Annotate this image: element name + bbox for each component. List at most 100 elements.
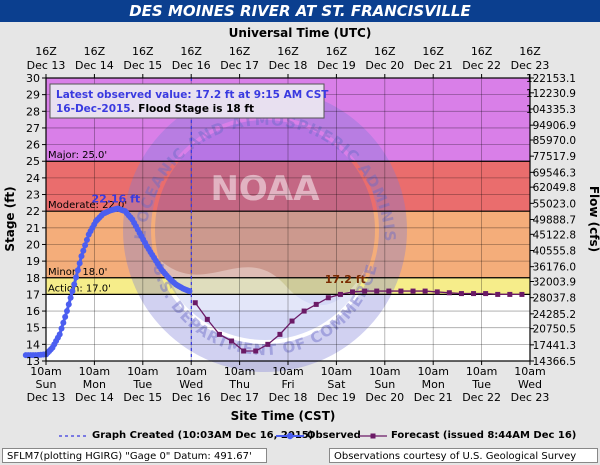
utc-time-label: 16Z bbox=[84, 45, 106, 58]
chart-legend: Graph Created (10:03AM Dec 16, 2015) Obs… bbox=[0, 427, 600, 445]
stage-tick-label: 24 bbox=[26, 172, 40, 185]
flow-tick-label: 40555.8 bbox=[533, 245, 576, 257]
forecast-point bbox=[229, 338, 235, 344]
utc-date-label: Dec 13 bbox=[27, 59, 66, 72]
flood-band-moderate bbox=[46, 211, 530, 278]
stage-tick-label: 16 bbox=[26, 305, 40, 318]
stage-tick-label: 26 bbox=[26, 139, 40, 152]
observed-point bbox=[73, 274, 80, 281]
flow-tick-label: 32003.9 bbox=[533, 276, 576, 288]
stage-tick-label: 19 bbox=[26, 255, 40, 268]
forecast-point bbox=[386, 288, 392, 294]
utc-time-label: 16Z bbox=[35, 45, 57, 58]
day-tick-label: Wed bbox=[518, 378, 542, 391]
date-tick-label: Dec 16 bbox=[172, 391, 211, 404]
day-tick-label: Tue bbox=[132, 378, 152, 391]
utc-date-label: Dec 15 bbox=[123, 59, 162, 72]
threshold-label-moderate: Moderate: 22.0' bbox=[48, 200, 127, 211]
flow-tick-label: 28037.8 bbox=[533, 293, 576, 305]
forecast-point bbox=[434, 289, 440, 295]
forecast-peak-label: 17.2 ft bbox=[325, 273, 366, 286]
utc-time-label: 16Z bbox=[374, 45, 396, 58]
forecast-line bbox=[194, 290, 522, 352]
day-tick-label: Thu bbox=[228, 378, 250, 391]
flow-tick-label: 24285.2 bbox=[533, 309, 576, 321]
observed-point bbox=[82, 242, 89, 249]
utc-date-label: Dec 16 bbox=[172, 59, 211, 72]
forecast-point bbox=[204, 316, 210, 322]
utc-date-label: Dec 17 bbox=[220, 59, 259, 72]
bottom-axis-title: Site Time (CST) bbox=[231, 409, 336, 423]
day-tick-label: Wed bbox=[179, 378, 203, 391]
utc-date-label: Dec 18 bbox=[269, 59, 308, 72]
flow-tick-label: 69546.3 bbox=[533, 167, 576, 179]
graph-created-legend-label: Graph Created (10:03AM Dec 16, 2015) bbox=[92, 430, 314, 441]
forecast-point bbox=[325, 295, 331, 301]
time-tick-label: 10am bbox=[514, 365, 545, 378]
observed-point bbox=[71, 281, 78, 288]
observed-point bbox=[83, 236, 90, 243]
time-tick-label: 10am bbox=[321, 365, 352, 378]
date-tick-label: Dec 22 bbox=[462, 391, 501, 404]
forecast-point bbox=[289, 318, 295, 324]
time-tick-label: 10am bbox=[272, 365, 303, 378]
utc-time-label: 16Z bbox=[277, 45, 299, 58]
forecast-point bbox=[483, 291, 489, 297]
flow-tick-label: 17441.3 bbox=[533, 340, 576, 352]
forecast-point bbox=[471, 291, 477, 297]
observed-point bbox=[74, 267, 81, 274]
stage-tick-label: 22 bbox=[26, 205, 40, 218]
forecast-point bbox=[458, 291, 464, 297]
observed-legend-icon bbox=[276, 432, 304, 440]
stage-tick-label: 27 bbox=[26, 122, 40, 135]
forecast-point bbox=[192, 300, 198, 306]
date-tick-label: Dec 15 bbox=[123, 391, 162, 404]
forecast-point bbox=[253, 348, 259, 354]
date-tick-label: Dec 20 bbox=[365, 391, 404, 404]
forecast-point bbox=[362, 288, 368, 294]
gage-datum-note: SFLM7(plotting HGIRG) "Gage 0" Datum: 49… bbox=[2, 448, 267, 463]
stage-tick-label: 25 bbox=[26, 155, 40, 168]
info-box-date: 16-Dec-2015 bbox=[56, 103, 131, 115]
utc-date-label: Dec 21 bbox=[414, 59, 453, 72]
observed-point bbox=[78, 253, 85, 260]
forecast-point bbox=[277, 331, 283, 337]
left-axis-title: Stage (ft) bbox=[3, 186, 17, 251]
stage-tick-label: 29 bbox=[26, 89, 40, 102]
observed-point bbox=[80, 247, 87, 254]
threshold-label-action: Action: 17.0' bbox=[48, 283, 111, 294]
forecast-point bbox=[410, 288, 416, 294]
flow-tick-label: 45122.8 bbox=[533, 229, 576, 241]
flood-band-major bbox=[46, 161, 530, 212]
forecast-point bbox=[495, 291, 501, 297]
top-axis-title: Universal Time (UTC) bbox=[229, 26, 372, 40]
utc-time-label: 16Z bbox=[229, 45, 251, 58]
utc-time-label: 16Z bbox=[471, 45, 493, 58]
day-tick-label: Fri bbox=[281, 378, 294, 391]
flow-tick-label: 49888.7 bbox=[533, 215, 576, 227]
seal-logo-text: NOAA bbox=[210, 169, 320, 209]
day-tick-label: Sun bbox=[36, 378, 57, 391]
flow-tick-label: 20750.5 bbox=[533, 324, 576, 336]
observed-point bbox=[58, 325, 65, 332]
hydrograph-chart: NATIONAL OCEANIC AND ATMOSPHERIC ADMINIS… bbox=[0, 22, 600, 427]
forecast-legend-icon bbox=[359, 433, 387, 439]
observed-point bbox=[60, 319, 67, 326]
stage-tick-label: 17 bbox=[26, 288, 40, 301]
time-tick-label: 10am bbox=[127, 365, 158, 378]
time-tick-label: 10am bbox=[79, 365, 110, 378]
time-tick-label: 10am bbox=[175, 365, 206, 378]
forecast-point bbox=[398, 288, 404, 294]
day-tick-label: Mon bbox=[422, 378, 445, 391]
stage-tick-label: 13 bbox=[26, 355, 40, 368]
date-tick-label: Dec 17 bbox=[220, 391, 259, 404]
seal-wave-shape bbox=[160, 260, 370, 310]
date-tick-label: Dec 21 bbox=[414, 391, 453, 404]
info-box-flood-stage: . Flood Stage is 18 ft bbox=[131, 103, 254, 115]
forecast-point bbox=[507, 291, 513, 297]
chart-title: DES MOINES RIVER AT ST. FRANCISVILLE bbox=[0, 0, 600, 22]
observed-peak-label: 22.16 ft bbox=[91, 193, 140, 206]
utc-time-label: 16Z bbox=[180, 45, 202, 58]
forecast-point bbox=[241, 348, 247, 354]
